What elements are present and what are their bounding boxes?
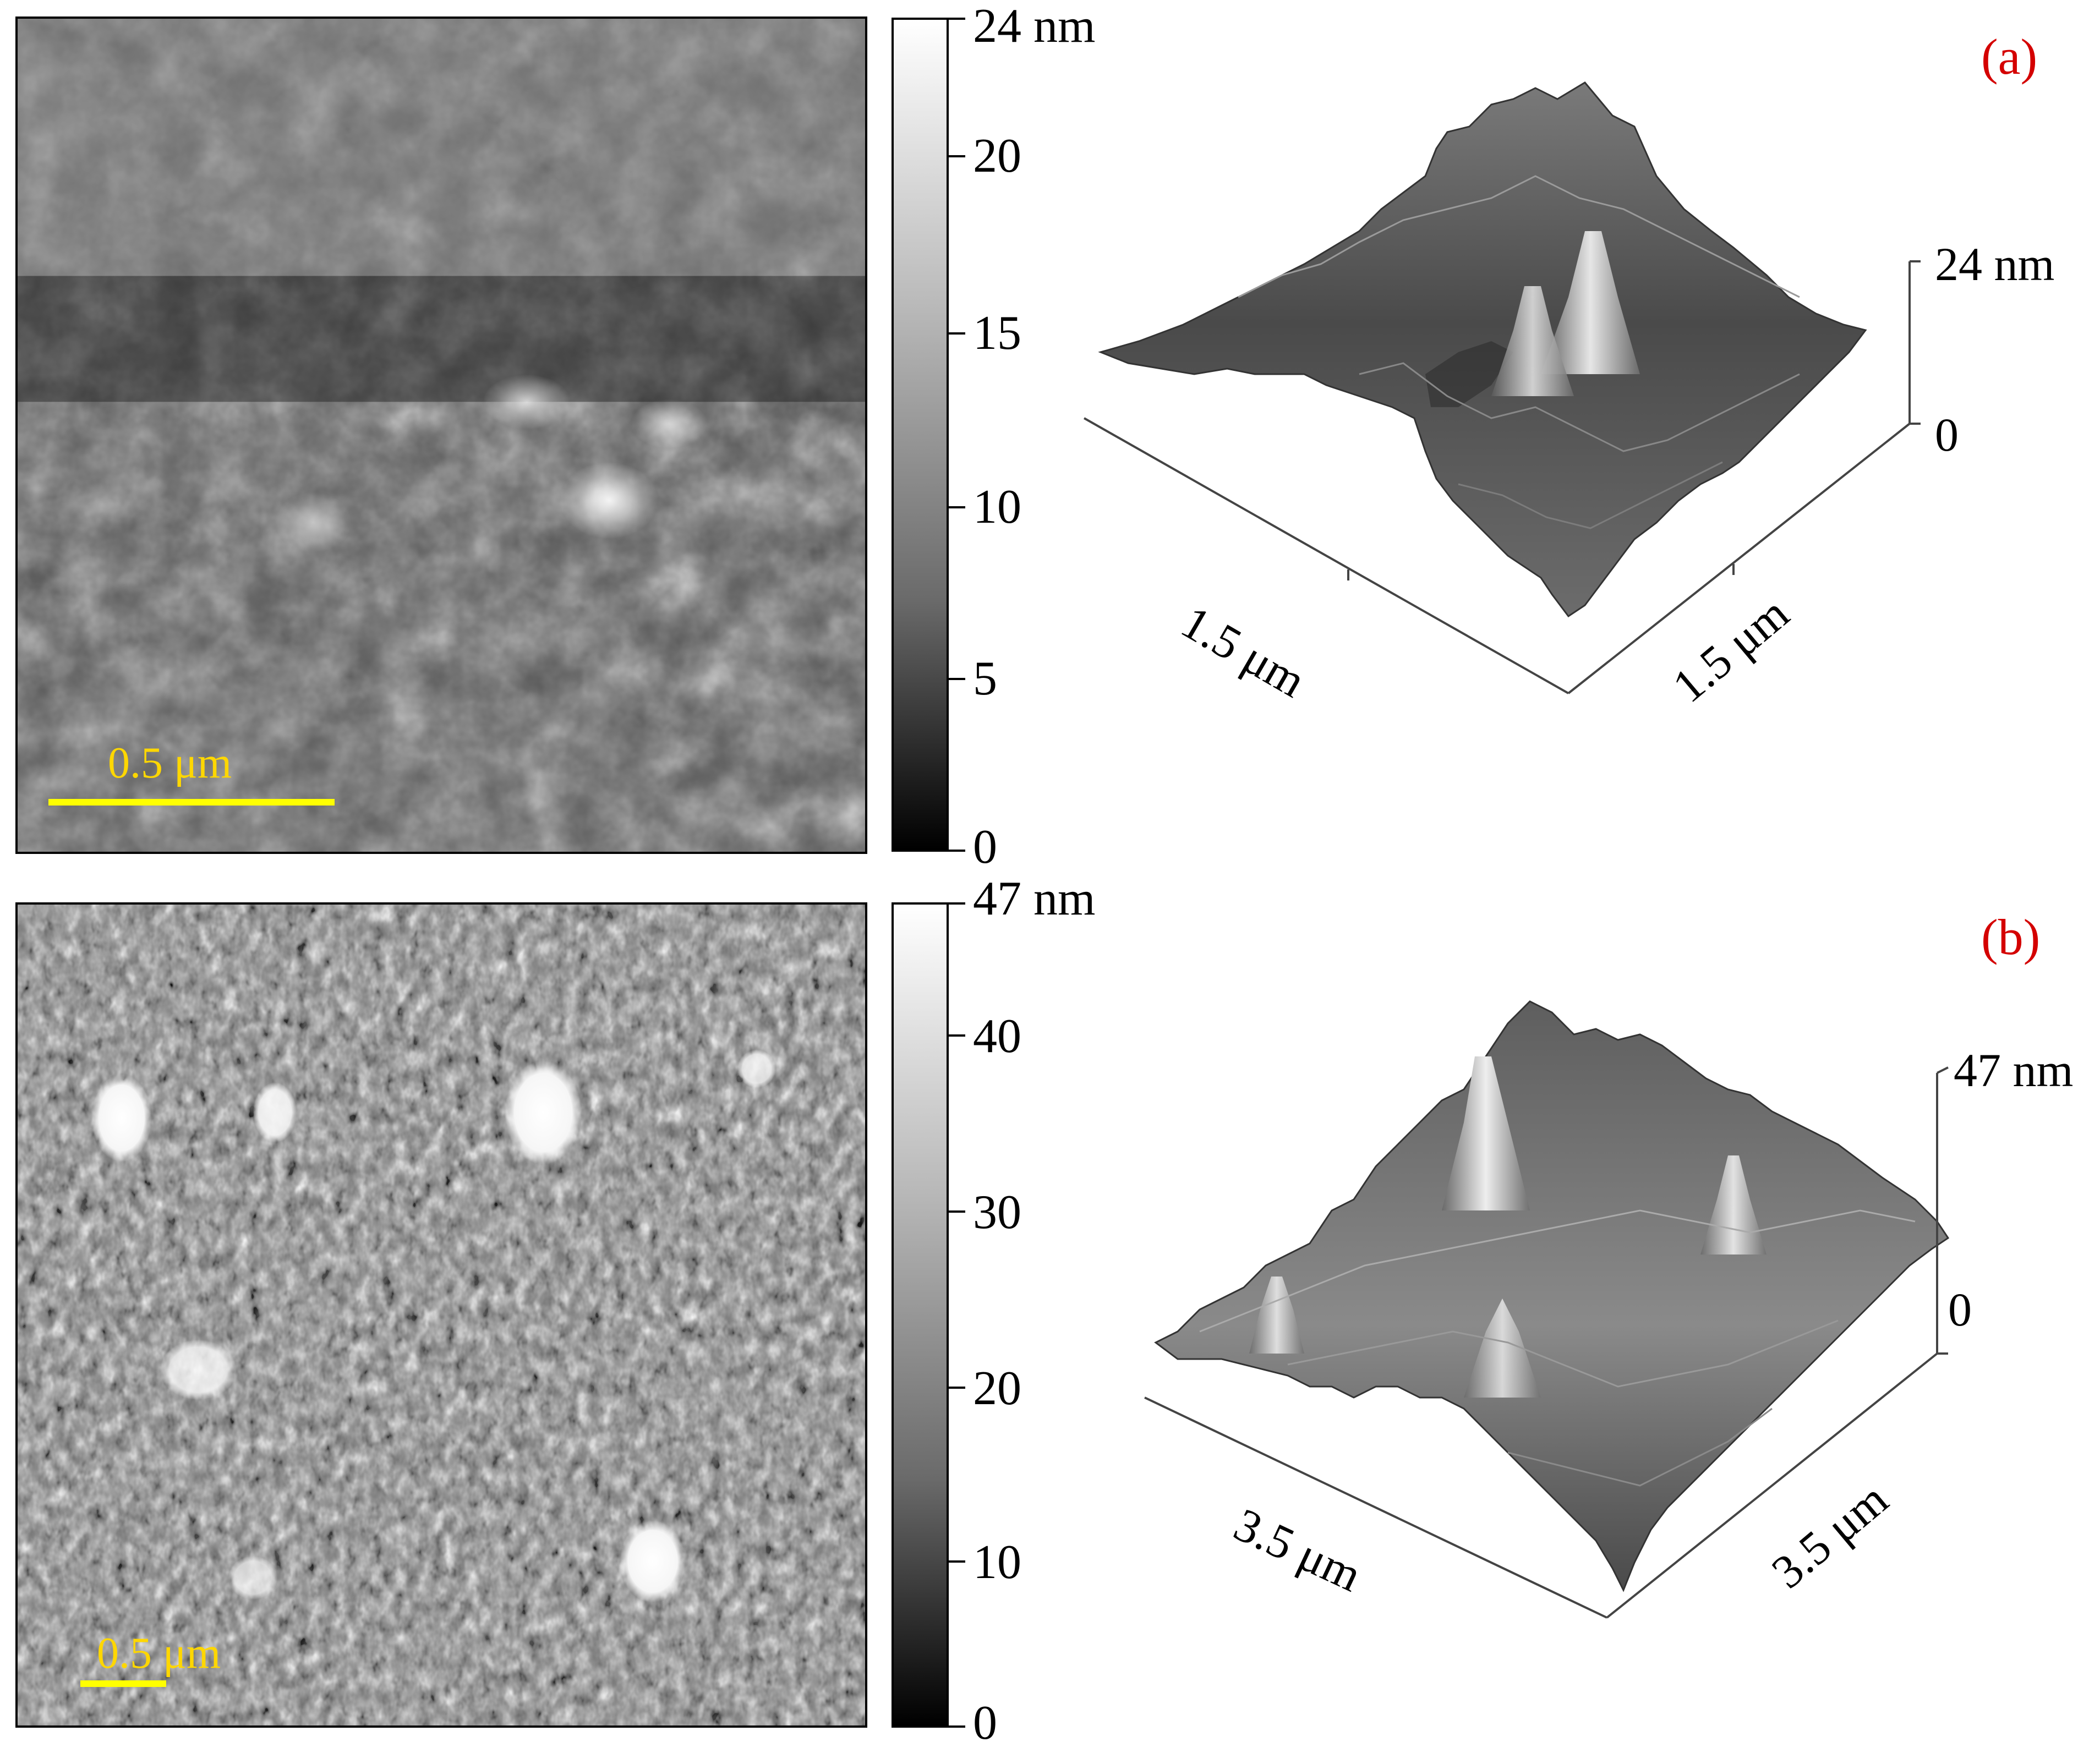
colorbar-label-b: 20 <box>973 1362 1021 1415</box>
colorbar-tick-a <box>949 332 965 335</box>
colorbar-label-a: 20 <box>973 129 1021 183</box>
surface-ridge-b <box>1287 1319 1839 1388</box>
colorbar-tick-a <box>949 506 965 508</box>
colorbar-a <box>892 18 949 852</box>
colorbar-tick-b <box>949 1387 965 1389</box>
afm-3d-surface-b <box>1144 1000 1950 1619</box>
colorbar-label-b: 10 <box>973 1536 1021 1589</box>
y-axis-line-a <box>1567 423 1911 694</box>
colorbar-tick-b <box>949 902 965 905</box>
colorbar-tick-a <box>949 155 965 157</box>
colorbar-tick-b <box>949 1725 965 1728</box>
colorbar-label-a: 10 <box>973 480 1021 534</box>
afm-3d-surface-a <box>1084 81 1921 694</box>
afm-height-image-b <box>15 902 867 1728</box>
colorbar-label-a: 5 <box>973 652 997 705</box>
x-axis-line-b <box>1144 1396 1607 1619</box>
surface-ridge-b <box>1199 1209 1916 1333</box>
colorbar-label-b: 30 <box>973 1186 1021 1239</box>
colorbar-tick-b <box>949 1210 965 1213</box>
z-axis-top-label-b: 47 nm <box>1954 1044 2074 1097</box>
z-axis-bottom-label-a: 0 <box>1935 408 1959 461</box>
surface-peak-a <box>1541 231 1640 374</box>
scalebar-b <box>80 1680 166 1687</box>
surface-ridge-a <box>1238 175 1800 298</box>
colorbar-tick-b <box>949 1560 965 1563</box>
surface-peak-b <box>1700 1155 1767 1255</box>
surface-ridge-a <box>1458 461 1723 529</box>
colorbar-tick-a <box>949 850 965 852</box>
surface-peak-b <box>1442 1056 1530 1210</box>
colorbar-label-a: 24 nm <box>973 0 1096 53</box>
surface-shadow-a <box>1425 341 1513 407</box>
scalebar-label-b: 0.5 μm <box>97 1629 221 1678</box>
y-axis-line-b <box>1606 1352 1938 1619</box>
surface-ridge-b <box>1507 1407 1773 1487</box>
colorbar-tick-a <box>949 678 965 680</box>
colorbar-tick-b <box>949 1034 965 1037</box>
afm-texture-a <box>18 19 865 852</box>
scalebar-label-a: 0.5 μm <box>108 739 232 787</box>
colorbar-label-b: 40 <box>973 1010 1021 1063</box>
surface-peak-b <box>1249 1277 1304 1354</box>
x-axis-line-a <box>1084 417 1569 694</box>
afm-height-image-a <box>15 17 867 854</box>
panel-label-b: (b) <box>1981 909 2041 965</box>
surface-peak-a <box>1491 286 1574 396</box>
surface-body-b <box>1154 1000 1950 1592</box>
colorbar-b <box>892 902 949 1728</box>
colorbar-tick-a <box>949 18 965 20</box>
scalebar-a <box>48 799 335 806</box>
z-axis-bottom-label-b: 0 <box>1948 1283 1972 1336</box>
panel-label-a: (a) <box>1981 29 2038 85</box>
colorbar-label-a: 0 <box>973 820 997 874</box>
surface-ridge-a <box>1359 362 1800 452</box>
colorbar-label-a: 15 <box>973 306 1021 360</box>
z-axis-tick-b <box>1937 1066 1949 1074</box>
afm-texture-b <box>18 905 865 1725</box>
z-axis-top-label-a: 24 nm <box>1935 238 2055 291</box>
colorbar-label-b: 47 nm <box>973 872 1096 925</box>
colorbar-label-b: 0 <box>973 1696 997 1750</box>
surface-peak-b <box>1464 1299 1541 1398</box>
